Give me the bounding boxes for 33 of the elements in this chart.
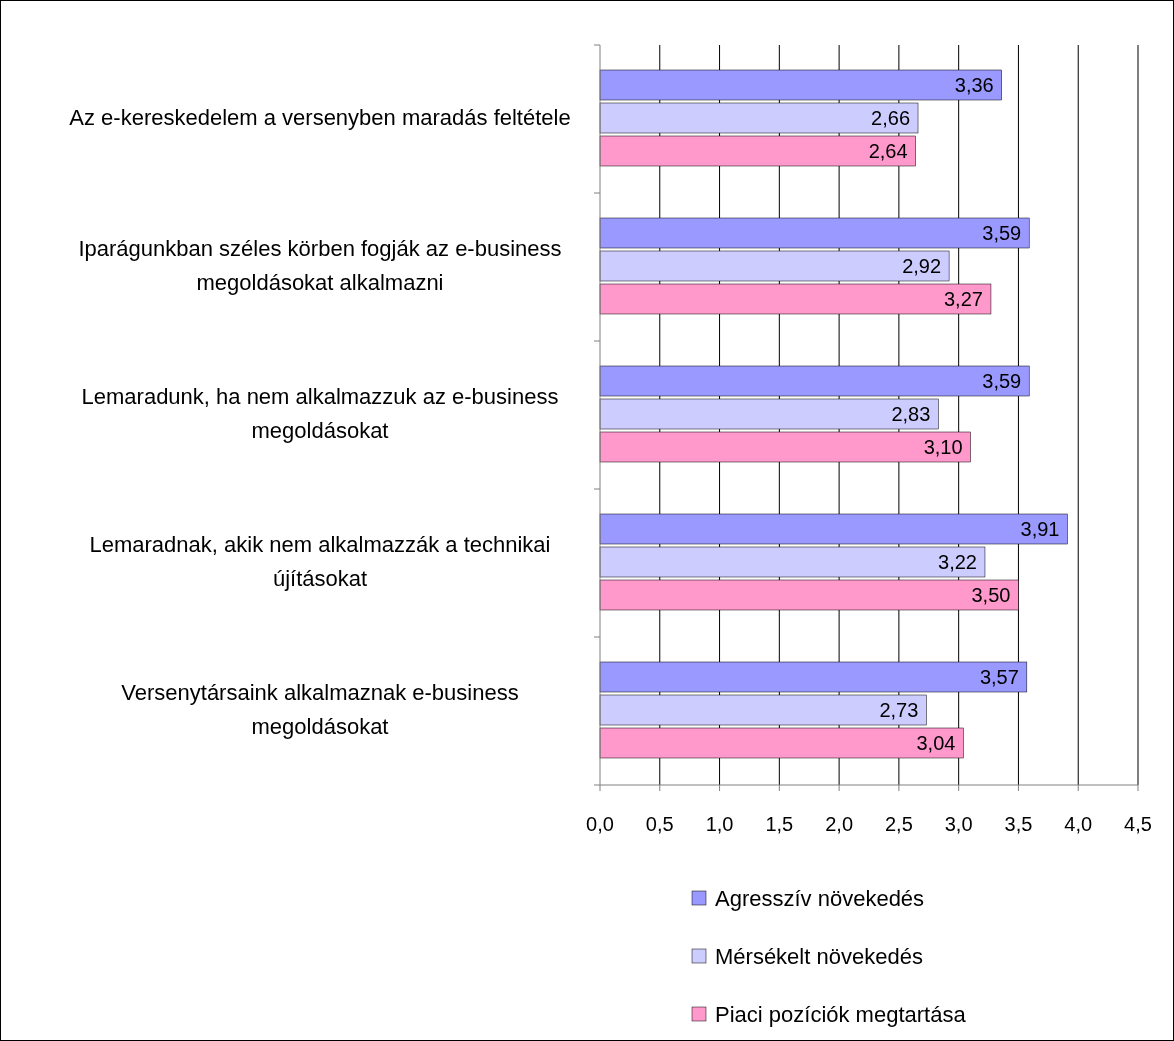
legend-label: Mérsékelt növekedés	[715, 944, 923, 969]
data-label: 3,10	[923, 436, 963, 458]
data-label: 3,22	[938, 551, 977, 573]
y-tick-label: Az e-kereskedelem a versenyben maradás feltétele	[69, 105, 571, 130]
x-tick-label: 0,5	[645, 813, 674, 835]
x-tick-label: 4,5	[1124, 813, 1152, 835]
data-label: 3,59	[982, 222, 1022, 244]
data-label: 2,92	[902, 255, 942, 277]
data-label: 2,73	[879, 699, 919, 721]
data-label: 3,50	[971, 584, 1011, 606]
y-tick-label: Iparágunkban széles körben fogják az e-business megoldásokat alkalmazni	[78, 236, 562, 295]
x-tick-label: 1,5	[765, 813, 794, 835]
legend-label: Agresszív növekedés	[715, 886, 925, 911]
data-label: 3,36	[954, 74, 994, 96]
data-label: 3,27	[944, 288, 983, 310]
x-tick-label: 3,0	[944, 813, 973, 835]
data-label: 3,04	[916, 732, 956, 754]
y-tick-label: Lemaradnak, akik nem alkalmazzák a technikai újításokat	[89, 532, 551, 591]
x-tick-label: 1,0	[705, 813, 734, 835]
data-label: 2,66	[871, 107, 911, 129]
x-tick-label: 3,5	[1004, 813, 1033, 835]
data-label: 3,91	[1020, 518, 1060, 540]
data-label: 3,57	[979, 666, 1019, 688]
x-tick-label: 2,0	[825, 813, 854, 835]
x-tick-label: 4,0	[1064, 813, 1093, 835]
x-tick-label: 0,0	[586, 813, 614, 835]
data-label: 2,83	[891, 403, 931, 425]
data-label: 2,64	[868, 140, 908, 162]
data-label: 3,59	[982, 370, 1022, 392]
y-tick-label: Versenytársaink alkalmaznak e-business megoldásokat	[121, 680, 519, 739]
x-tick-label: 2,5	[884, 813, 913, 835]
y-tick-label: Lemaradunk, ha nem alkalmazzuk az e-business megoldásokat	[81, 384, 559, 443]
legend-label: Piaci pozíciók megtartása	[715, 1002, 967, 1027]
